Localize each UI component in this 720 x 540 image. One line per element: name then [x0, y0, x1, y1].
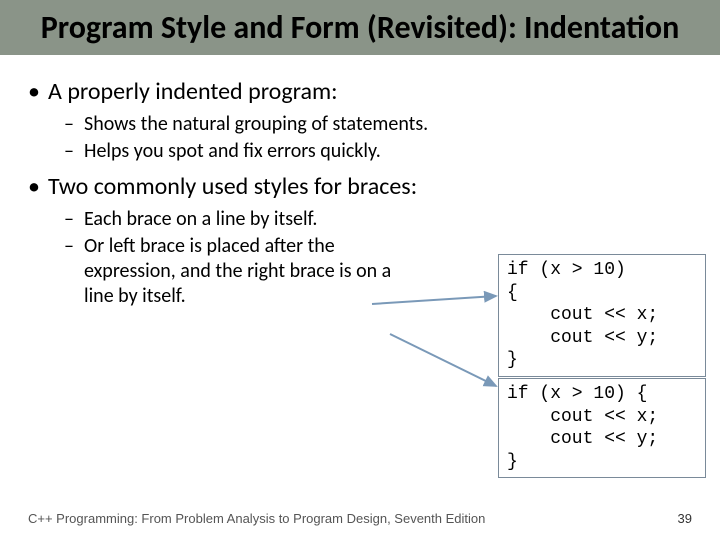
- bullet-1: A properly indented program:: [28, 77, 692, 106]
- footer: C++ Programming: From Problem Analysis t…: [28, 511, 692, 526]
- code-example-1: if (x > 10) { cout << x; cout << y; }: [498, 254, 706, 377]
- footer-text: C++ Programming: From Problem Analysis t…: [28, 511, 485, 526]
- bullet-2-sub-2: Or left brace is placed after the expres…: [28, 234, 408, 309]
- title-band: Program Style and Form (Revisited): Inde…: [0, 0, 720, 55]
- bullet-2-sub-1: Each brace on a line by itself.: [28, 207, 408, 232]
- bullet-1-sub-1: Shows the natural grouping of statements…: [28, 112, 692, 137]
- code-example-2: if (x > 10) { cout << x; cout << y; }: [498, 378, 706, 478]
- slide-title: Program Style and Form (Revisited): Inde…: [20, 10, 700, 47]
- arrow-2-icon: [388, 330, 508, 400]
- page-number: 39: [678, 511, 692, 526]
- bullet-2: Two commonly used styles for braces:: [28, 172, 692, 201]
- bullet-1-sub-2: Helps you spot and fix errors quickly.: [28, 139, 692, 164]
